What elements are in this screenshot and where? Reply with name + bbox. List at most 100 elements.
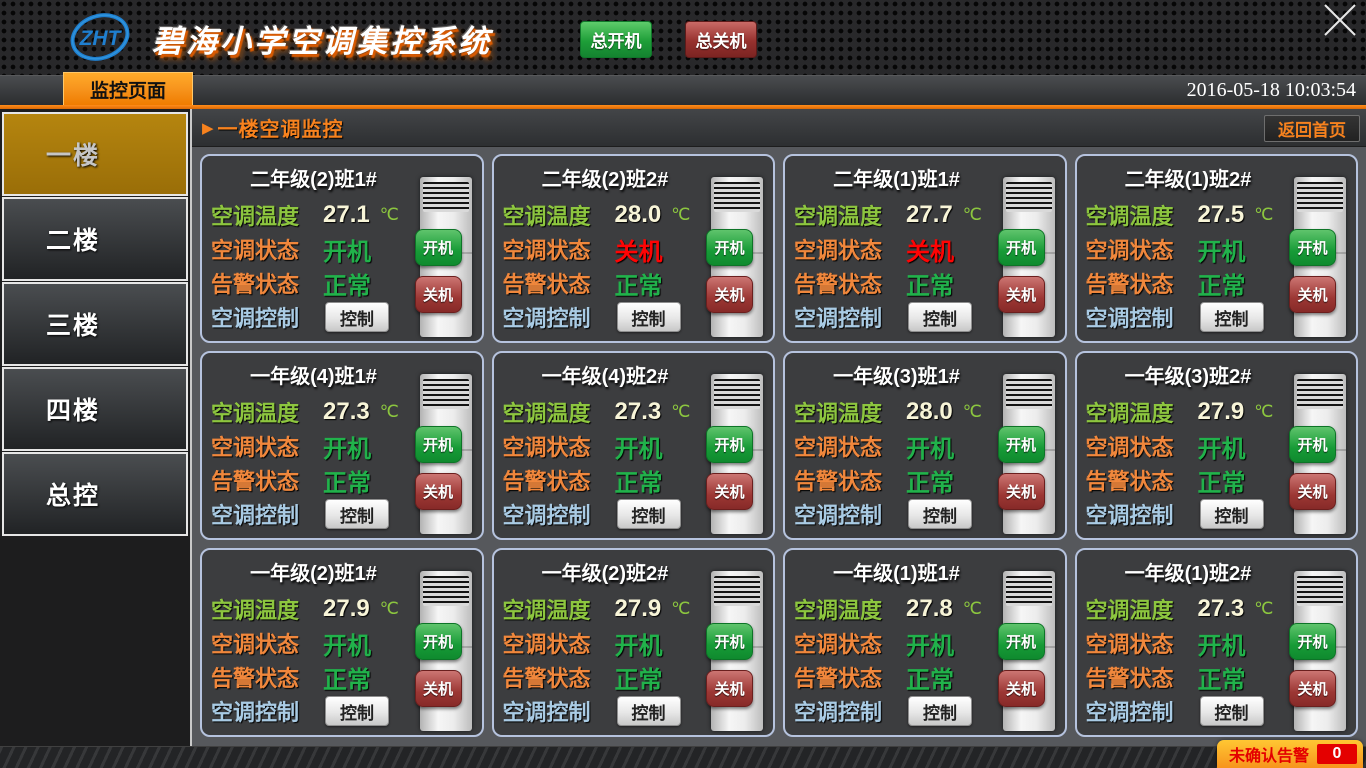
unit-on-button[interactable]: 开机 xyxy=(706,623,753,660)
control-label: 空调控制 xyxy=(502,503,591,528)
close-icon[interactable] xyxy=(1320,2,1358,40)
ac-status-value: 开机 xyxy=(1197,238,1246,266)
unit-off-button[interactable]: 关机 xyxy=(414,276,462,313)
control-button[interactable]: 控制 xyxy=(616,302,681,332)
unit-off-button[interactable]: 关机 xyxy=(414,473,462,510)
control-label: 空调控制 xyxy=(794,503,883,528)
ac-cabinet-image: 开机 关机 xyxy=(414,177,472,337)
unit-off-button[interactable]: 关机 xyxy=(414,670,462,707)
temp-value: 28.0 xyxy=(614,201,662,228)
unit-off-button[interactable]: 关机 xyxy=(1289,670,1336,707)
temp-label: 空调温度 xyxy=(211,598,300,623)
ac-unit-card: 二年级(2)班1# 空调温度 27.1 ℃ 空调状态 开机 告警状态 正常 空调… xyxy=(200,154,484,343)
control-button[interactable]: 控制 xyxy=(908,696,972,726)
alarm-label: 未确认告警 xyxy=(1228,748,1309,765)
ac-status-value: 开机 xyxy=(614,435,663,463)
ac-louver xyxy=(422,182,469,212)
unit-off-button[interactable]: 关机 xyxy=(997,473,1045,510)
alarm-status-value: 正常 xyxy=(323,666,371,694)
unit-off-button[interactable]: 关机 xyxy=(997,670,1045,707)
master-on-button[interactable]: 总开机 xyxy=(580,21,652,58)
unit-on-button[interactable]: 开机 xyxy=(706,229,753,266)
unit-off-button[interactable]: 关机 xyxy=(997,276,1045,313)
unit-off-button[interactable]: 关机 xyxy=(706,473,753,510)
unit-off-button[interactable]: 关机 xyxy=(1289,276,1336,313)
ac-status-value: 开机 xyxy=(614,632,663,660)
ac-cabinet-image: 开机 关机 xyxy=(997,374,1055,534)
unit-on-button[interactable]: 开机 xyxy=(997,229,1045,266)
control-button[interactable]: 控制 xyxy=(325,696,389,726)
sidebar-item-2[interactable]: 三楼 xyxy=(2,282,188,366)
back-home-button[interactable]: 返回首页 xyxy=(1264,115,1360,142)
ac-unit-card: 二年级(1)班1# 空调温度 27.7 ℃ 空调状态 关机 告警状态 正常 空调… xyxy=(783,154,1067,343)
unit-on-button[interactable]: 开机 xyxy=(1289,426,1336,463)
temp-value: 27.9 xyxy=(1197,398,1245,425)
ac-louver xyxy=(1297,379,1343,409)
control-button[interactable]: 控制 xyxy=(1199,696,1264,726)
ac-louver xyxy=(1297,576,1343,606)
control-label: 空调控制 xyxy=(211,503,300,528)
ac-status-value: 开机 xyxy=(906,435,954,463)
classroom-name: 一年级(3)班1# xyxy=(833,366,960,388)
alarm-status-label: 告警状态 xyxy=(502,666,591,691)
alarm-status-value: 正常 xyxy=(1197,469,1246,497)
ac-cabinet-image: 开机 关机 xyxy=(414,571,472,731)
unit-on-button[interactable]: 开机 xyxy=(414,426,462,463)
unconfirmed-alarm-badge[interactable]: 未确认告警 0 xyxy=(1216,740,1363,768)
sidebar-item-4[interactable]: 总控 xyxy=(2,452,188,536)
unit-on-button[interactable]: 开机 xyxy=(1289,623,1336,660)
unit-on-button[interactable]: 开机 xyxy=(997,426,1045,463)
sidebar-item-label: 四楼 xyxy=(46,397,101,425)
ac-unit-card: 一年级(1)班1# 空调温度 27.8 ℃ 空调状态 开机 告警状态 正常 空调… xyxy=(783,548,1067,737)
control-button[interactable]: 控制 xyxy=(325,302,389,332)
temp-label: 空调温度 xyxy=(502,598,591,623)
alarm-status-value: 正常 xyxy=(614,469,663,497)
unit-on-button[interactable]: 开机 xyxy=(1289,229,1336,266)
ac-unit-card: 一年级(4)班1# 空调温度 27.3 ℃ 空调状态 开机 告警状态 正常 空调… xyxy=(200,351,484,540)
sidebar: 一楼 二楼 三楼 四楼 总控 xyxy=(0,109,190,746)
alarm-status-label: 告警状态 xyxy=(211,666,300,691)
ac-cabinet-image: 开机 关机 xyxy=(706,571,763,731)
tab-monitor-page[interactable]: 监控页面 xyxy=(63,72,193,105)
degree-unit: ℃ xyxy=(379,599,399,618)
unit-off-button[interactable]: 关机 xyxy=(1289,473,1336,510)
degree-unit: ℃ xyxy=(962,402,982,421)
control-button[interactable]: 控制 xyxy=(1199,499,1264,529)
status-label: 空调状态 xyxy=(1085,238,1174,263)
ac-cabinet-image: 开机 关机 xyxy=(1289,177,1346,337)
classroom-name: 一年级(2)班1# xyxy=(250,563,377,585)
unit-on-button[interactable]: 开机 xyxy=(414,623,462,660)
control-button[interactable]: 控制 xyxy=(908,302,972,332)
degree-unit: ℃ xyxy=(671,599,691,618)
control-button[interactable]: 控制 xyxy=(1199,302,1264,332)
sidebar-item-1[interactable]: 二楼 xyxy=(2,197,188,281)
unit-on-button[interactable]: 开机 xyxy=(414,229,462,266)
status-label: 空调状态 xyxy=(211,238,300,263)
alarm-status-value: 正常 xyxy=(1197,666,1246,694)
unit-on-button[interactable]: 开机 xyxy=(706,426,753,463)
control-button[interactable]: 控制 xyxy=(616,696,681,726)
sidebar-item-3[interactable]: 四楼 xyxy=(2,367,188,451)
unit-off-button[interactable]: 关机 xyxy=(706,276,753,313)
unit-on-button[interactable]: 开机 xyxy=(997,623,1045,660)
ac-cabinet-image: 开机 关机 xyxy=(997,177,1055,337)
temp-value: 27.8 xyxy=(906,595,953,622)
alarm-status-label: 告警状态 xyxy=(502,469,591,494)
ac-status-value: 开机 xyxy=(1197,632,1246,660)
sidebar-item-0[interactable]: 一楼 xyxy=(2,112,188,196)
control-label: 空调控制 xyxy=(794,306,883,331)
control-label: 空调控制 xyxy=(1085,306,1174,331)
ac-louver xyxy=(422,576,469,606)
alarm-status-value: 正常 xyxy=(906,272,954,300)
control-button[interactable]: 控制 xyxy=(325,499,389,529)
temp-label: 空调温度 xyxy=(502,204,591,229)
ac-unit-card: 一年级(4)班2# 空调温度 27.3 ℃ 空调状态 开机 告警状态 正常 空调… xyxy=(491,351,775,540)
master-off-button[interactable]: 总关机 xyxy=(685,21,757,58)
app-title: 碧海小学空调集控系统 xyxy=(152,24,492,59)
control-button[interactable]: 控制 xyxy=(908,499,972,529)
ac-louver xyxy=(422,379,469,409)
unit-off-button[interactable]: 关机 xyxy=(706,670,753,707)
control-button[interactable]: 控制 xyxy=(616,499,681,529)
alarm-status-label: 告警状态 xyxy=(211,272,300,297)
classroom-name: 一年级(4)班1# xyxy=(250,366,377,388)
